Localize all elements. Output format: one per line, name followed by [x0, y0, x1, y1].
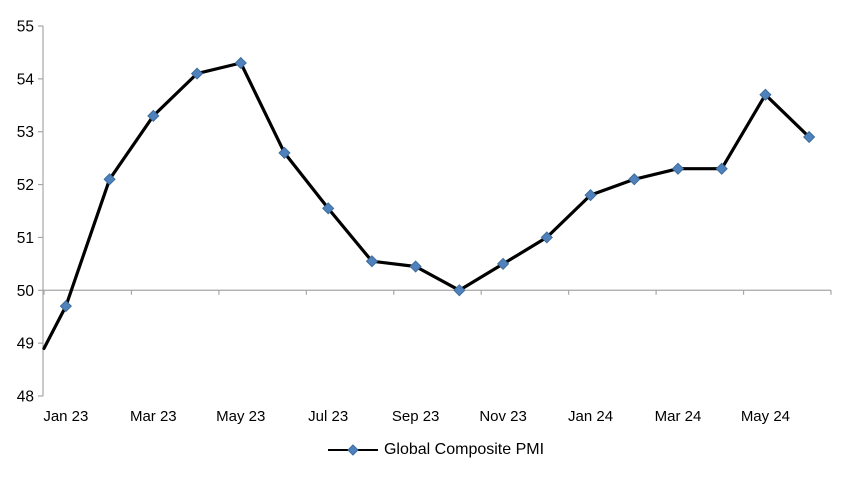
x-axis-tick-label: Jul 23: [308, 408, 348, 425]
x-axis-tick-label: Mar 23: [130, 408, 177, 425]
x-axis-tick-label: Mar 24: [655, 408, 702, 425]
x-axis-tick-label: May 23: [216, 408, 265, 425]
legend-series-label: Global Composite PMI: [383, 441, 545, 458]
legend-line-marker-icon: [327, 444, 378, 456]
y-axis-tick-label: 50: [17, 283, 35, 300]
data-point-marker-feb-23: [103, 173, 116, 186]
data-point-marker-oct-23: [453, 284, 466, 297]
y-axis-tick-label: 48: [17, 389, 34, 406]
data-point-marker-may-24: [759, 88, 772, 101]
y-axis-tick-label: 51: [17, 230, 34, 247]
data-point-marker-aug-23: [365, 255, 379, 268]
data-point-marker-dec-23: [540, 231, 553, 244]
pmi-series-line: [42, 61, 811, 350]
data-point-marker-jan-23: [59, 300, 72, 313]
y-axis-tick-label: 52: [17, 177, 34, 194]
data-point-marker-jun-24: [803, 130, 816, 144]
data-point-marker-jan-24: [584, 189, 597, 202]
y-axis-tick-label: 54: [17, 71, 35, 88]
x-axis-tick-label: Sep 23: [392, 408, 440, 425]
data-point-marker-mar-24: [671, 162, 685, 175]
y-axis-tick-label: 53: [17, 124, 34, 141]
data-point-marker-apr-24: [715, 162, 728, 175]
chart-legend: Global Composite PMI: [327, 441, 545, 459]
data-point-marker-apr-23: [190, 67, 204, 80]
data-point-marker-feb-24: [628, 173, 641, 186]
x-axis-tick-label: Jan 23: [43, 408, 88, 425]
data-point-marker-nov-23: [496, 257, 510, 270]
x-axis-tick-label: Jan 24: [568, 408, 613, 425]
x-axis-tick-label: Nov 23: [479, 408, 527, 425]
data-point-marker-mar-23: [147, 109, 160, 122]
y-axis-tick-label: 55: [17, 19, 34, 36]
data-point-marker-may-23: [234, 56, 247, 70]
data-point-marker-jun-23: [278, 146, 291, 159]
data-point-marker-jul-23: [322, 202, 335, 215]
x-axis-tick-label: May 24: [741, 408, 790, 425]
data-point-marker-sep-23: [409, 260, 422, 273]
y-axis-tick-label: 49: [17, 336, 34, 353]
